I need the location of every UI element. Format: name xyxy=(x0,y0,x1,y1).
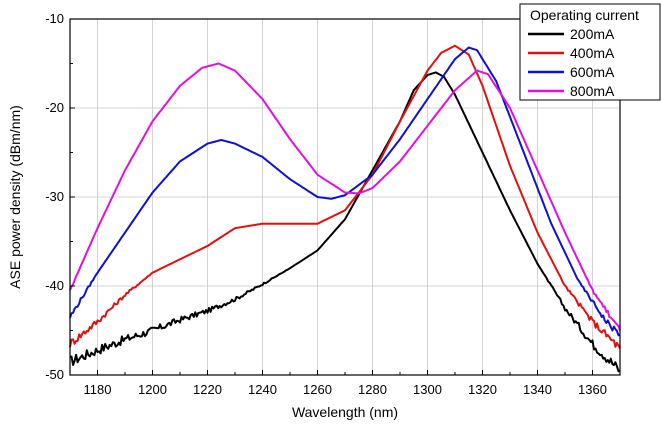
series-line-400mA xyxy=(69,44,621,349)
y-tick-label: -30 xyxy=(45,189,64,204)
x-tick-label: 1280 xyxy=(358,382,387,397)
x-axis-title: Wavelength (nm) xyxy=(292,404,398,420)
x-tick-label: 1300 xyxy=(413,382,442,397)
y-axis-title: ASE power density (dBm/nm) xyxy=(7,105,23,289)
x-tick-label: 1180 xyxy=(84,382,112,397)
x-tick-label: 1260 xyxy=(303,382,332,397)
legend-label-800mA: 800mA xyxy=(570,83,615,99)
legend-title: Operating current xyxy=(530,7,639,23)
legend-label-200mA: 200mA xyxy=(570,26,615,42)
y-tick-label: -50 xyxy=(45,367,64,382)
x-tick-label: 1200 xyxy=(138,382,167,397)
series-line-600mA xyxy=(69,46,621,337)
series-line-200mA xyxy=(69,71,621,373)
y-tick-label: -10 xyxy=(45,11,64,26)
legend-items: 200mA 400mA 600mA 800mA xyxy=(528,26,615,99)
x-tick-label: 1220 xyxy=(193,382,222,397)
x-tick-label: 1240 xyxy=(248,382,277,397)
x-tick-label: 1320 xyxy=(468,382,497,397)
series-layer xyxy=(69,44,621,373)
y-tick-label: -40 xyxy=(45,278,64,293)
series-line-800mA xyxy=(69,62,621,331)
legend: Operating current 200mA 400mA 600mA 800mA xyxy=(519,3,661,101)
legend-label-600mA: 600mA xyxy=(570,64,615,80)
y-tick-label: -20 xyxy=(45,100,64,115)
legend-label-400mA: 400mA xyxy=(570,45,615,61)
tick-layer: 1180 1200 1220 1240 1260 1280 1300 1320 1340 1360… xyxy=(45,11,621,397)
x-tick-label: 1360 xyxy=(578,382,607,397)
x-tick-label: 1340 xyxy=(523,382,552,397)
